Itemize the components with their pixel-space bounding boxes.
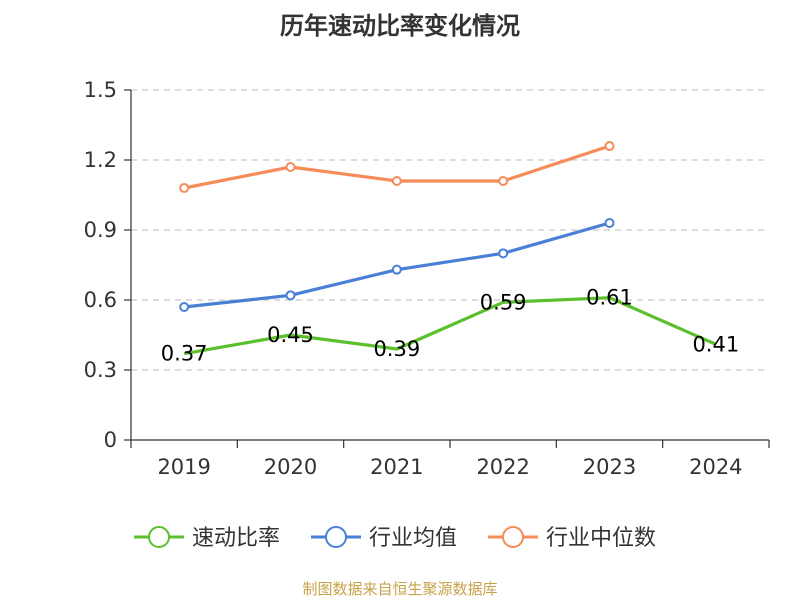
data-point[interactable] [179,302,190,312]
x-tick-label: 2019 [157,455,210,479]
data-point[interactable] [285,162,296,172]
data-point[interactable] [391,264,402,275]
data-point[interactable] [498,248,509,259]
x-tick-label: 2022 [476,455,529,479]
x-tick-label: 2024 [689,455,742,479]
data-label: 0.41 [692,332,739,356]
legend-marker [502,526,524,548]
legend-label: 速动比率 [192,526,280,551]
y-tick-label: 1.2 [84,148,117,172]
data-label: 0.45 [267,323,314,347]
legend-item-1[interactable]: 速动比率 [134,526,280,551]
y-tick-label: 0.9 [84,218,117,242]
gridlines [131,89,769,371]
axes: 0 0.3 0.6 0.9 1.2 1.5 2019 2020 2021 2022 2023 2024 [84,78,770,479]
data-point[interactable] [179,183,190,193]
legend-marker [325,526,347,548]
legend-marker [148,526,170,548]
data-label: 0.61 [586,286,633,310]
legend-item-2[interactable]: 行业均值 [311,526,457,551]
series-group [179,141,717,356]
data-point[interactable] [285,290,296,301]
legend-item-3[interactable]: 行业中位数 [488,526,656,551]
chart-title: 历年速动比率变化情况 [280,12,520,40]
x-tick-label: 2021 [370,455,423,479]
x-tick-label: 2023 [583,455,636,479]
data-point[interactable] [498,176,509,186]
y-tick-label: 0.6 [84,288,117,312]
x-tick-label: 2020 [264,455,317,479]
data-point[interactable] [391,176,402,186]
data-point[interactable] [604,141,615,151]
legend-label: 行业中位数 [546,526,656,551]
legend[interactable]: 速动比率 行业均值 行业中位数 [134,526,656,551]
data-label: 0.59 [480,290,527,314]
y-tick-label: 1.5 [84,78,117,102]
y-tick-label: 0 [104,428,117,452]
data-label: 0.39 [373,337,420,361]
data-label: 0.37 [161,342,208,366]
y-tick-label: 0.3 [84,358,117,382]
legend-label: 行业均值 [369,526,457,551]
source-note: 制图数据来自恒生聚源数据库 [302,580,498,598]
data-labels: 0.37 0.45 0.39 0.59 0.61 0.41 [161,286,739,366]
series-line-1 [183,296,717,356]
data-point[interactable] [604,218,615,228]
